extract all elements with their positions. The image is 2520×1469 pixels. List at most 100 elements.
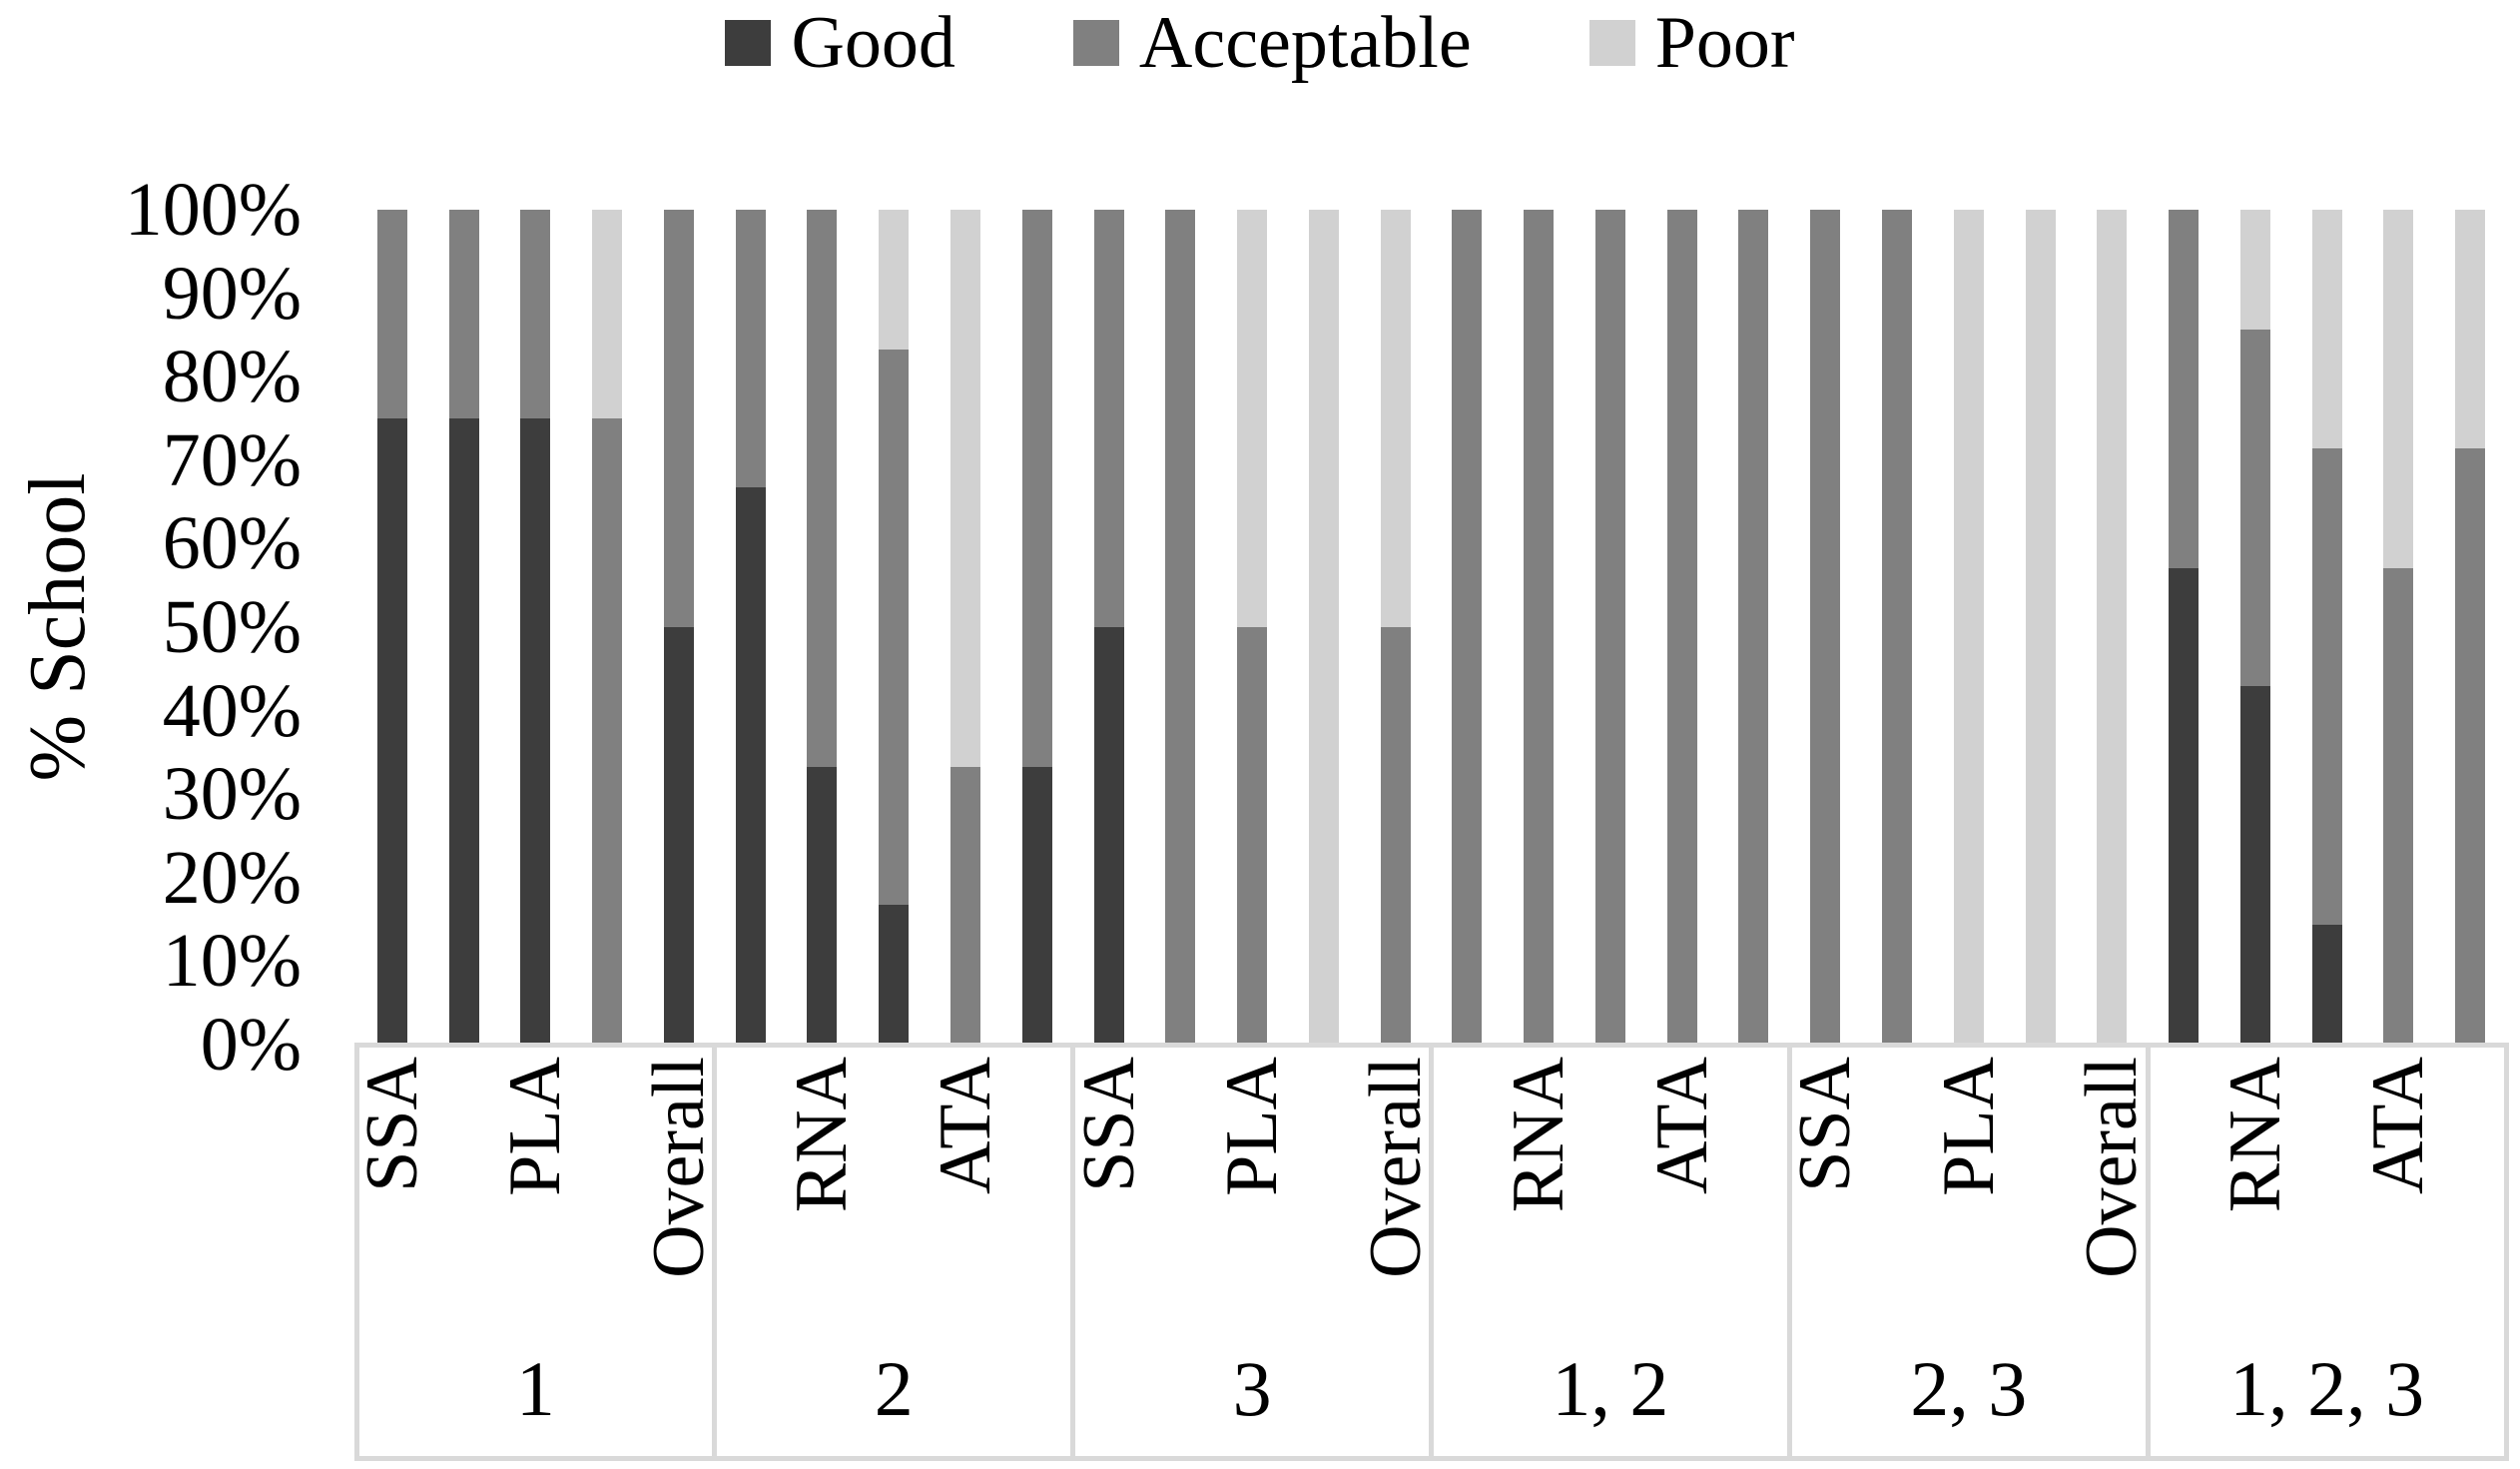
group-label-2: 2 <box>874 1345 914 1432</box>
bar-2-ssa <box>735 210 766 1045</box>
bar-123-ssa <box>2169 210 2200 1045</box>
legend-label-good: Good <box>791 2 955 84</box>
y-tick-label-80: 80% <box>162 335 302 419</box>
legend-label-poor: Poor <box>1654 2 1795 84</box>
bar-123-pla <box>2311 210 2342 1045</box>
segment-acceptable <box>1738 210 1769 1045</box>
segment-acceptable <box>1524 210 1555 1045</box>
legend-label-acceptable: Acceptable <box>1138 2 1472 84</box>
x-tick-label-ata: ATA <box>2357 1057 2440 1194</box>
segment-acceptable <box>1021 210 1052 767</box>
bar-2-rna <box>807 210 838 1045</box>
segment-good <box>2239 686 2270 1045</box>
segment-good <box>735 487 766 1045</box>
segment-acceptable <box>2169 210 2200 568</box>
x-tick-label-ssa: SSA <box>1067 1057 1150 1192</box>
segment-acceptable <box>735 210 766 488</box>
segment-poor <box>1237 210 1268 627</box>
bar-123-overall <box>2455 210 2486 1045</box>
segment-acceptable <box>520 210 551 418</box>
segment-acceptable <box>2311 448 2342 926</box>
legend-item-acceptable: Acceptable <box>1072 2 1472 84</box>
segment-good <box>448 418 479 1045</box>
x-tick-label-ata: ATA <box>925 1057 1007 1194</box>
axis-table-vertical-border <box>1786 1042 1792 1461</box>
axis-table-vertical-border <box>1070 1042 1076 1461</box>
segment-acceptable <box>592 418 623 1045</box>
segment-good <box>520 418 551 1045</box>
x-tick-label-ssa: SSA <box>1784 1057 1867 1192</box>
segment-acceptable <box>1881 210 1912 1045</box>
segment-good <box>2169 567 2200 1045</box>
x-tick-label-rna: RNA <box>781 1057 864 1213</box>
bar-123-ata <box>2383 210 2414 1045</box>
segment-poor <box>1308 210 1339 1045</box>
segment-poor <box>879 210 910 350</box>
segment-poor <box>2097 210 2128 1045</box>
segment-good <box>1093 627 1124 1045</box>
group-label-12: 1, 2 <box>1552 1345 1669 1432</box>
x-tick-label-overall: Overall <box>1354 1057 1437 1278</box>
y-tick-label-40: 40% <box>162 668 302 753</box>
x-tick-label-rna: RNA <box>1498 1057 1580 1213</box>
axis-table-vertical-border <box>712 1042 718 1461</box>
segment-acceptable <box>950 766 981 1045</box>
segment-poor <box>2311 210 2342 449</box>
segment-poor <box>592 210 623 418</box>
segment-poor <box>2383 210 2414 568</box>
group-label-3: 3 <box>1232 1345 1272 1432</box>
legend-item-good: Good <box>725 2 955 84</box>
legend-swatch-icon-acceptable <box>1072 20 1119 66</box>
bar-23-overall <box>2097 210 2128 1045</box>
segment-poor <box>2455 210 2486 449</box>
x-tick-label-rna: RNA <box>2213 1057 2296 1213</box>
y-tick-label-10: 10% <box>162 919 302 1004</box>
segment-poor <box>1380 210 1411 627</box>
x-tick-label-ssa: SSA <box>350 1057 433 1192</box>
y-tick-label-60: 60% <box>162 501 302 586</box>
legend: Good Acceptable Poor <box>0 6 2520 80</box>
segment-poor <box>1953 210 1984 1045</box>
axis-table-vertical-border <box>2503 1042 2509 1461</box>
segment-good <box>2311 925 2342 1045</box>
group-label-123: 1, 2, 3 <box>2229 1345 2425 1432</box>
y-tick-label-70: 70% <box>162 417 302 502</box>
segment-acceptable <box>1452 210 1483 1045</box>
bar-12-ata <box>1666 210 1697 1045</box>
bar-12-ssa <box>1452 210 1483 1045</box>
segment-good <box>376 418 407 1045</box>
segment-acceptable <box>879 349 910 906</box>
bar-23-ata <box>2025 210 2056 1045</box>
segment-acceptable <box>1666 210 1697 1045</box>
y-tick-label-0: 0% <box>200 1003 302 1087</box>
segment-acceptable <box>448 210 479 418</box>
segment-poor <box>2025 210 2056 1045</box>
legend-swatch-icon-poor <box>1588 20 1635 66</box>
segment-poor <box>950 210 981 767</box>
segment-acceptable <box>1237 627 1268 1045</box>
bar-123-rna <box>2239 210 2270 1045</box>
group-label-1: 1 <box>515 1345 555 1432</box>
segment-acceptable <box>807 210 838 767</box>
y-tick-label-90: 90% <box>162 251 302 336</box>
x-tick-label-ata: ATA <box>1640 1057 1723 1194</box>
segment-acceptable <box>2455 448 2486 1045</box>
bar-1-overall <box>663 210 694 1045</box>
segment-acceptable <box>1810 210 1841 1045</box>
bar-3-ssa <box>1093 210 1124 1045</box>
segment-acceptable <box>1380 627 1411 1045</box>
y-tick-label-20: 20% <box>162 835 302 920</box>
y-tick-label-50: 50% <box>162 585 302 669</box>
segment-acceptable <box>1165 210 1196 1045</box>
segment-acceptable <box>663 210 694 627</box>
group-label-23: 2, 3 <box>1910 1345 2028 1432</box>
bar-3-ata <box>1308 210 1339 1045</box>
segment-acceptable <box>2239 329 2270 687</box>
axis-table-vertical-border <box>353 1042 359 1461</box>
legend-item-poor: Poor <box>1588 2 1795 84</box>
bar-2-ata <box>950 210 981 1045</box>
x-tick-label-overall: Overall <box>2071 1057 2154 1278</box>
bar-1-pla <box>520 210 551 1045</box>
x-tick-label-pla: PLA <box>1211 1057 1294 1196</box>
segment-acceptable <box>376 210 407 418</box>
